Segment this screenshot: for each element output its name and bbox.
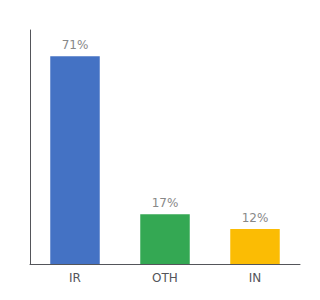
svg-text:IR: IR — [69, 271, 81, 285]
svg-text:12%: 12% — [242, 211, 269, 225]
svg-text:OTH: OTH — [152, 271, 178, 285]
svg-text:17%: 17% — [152, 196, 179, 210]
svg-text:IN: IN — [249, 271, 262, 285]
svg-text:71%: 71% — [62, 38, 89, 52]
